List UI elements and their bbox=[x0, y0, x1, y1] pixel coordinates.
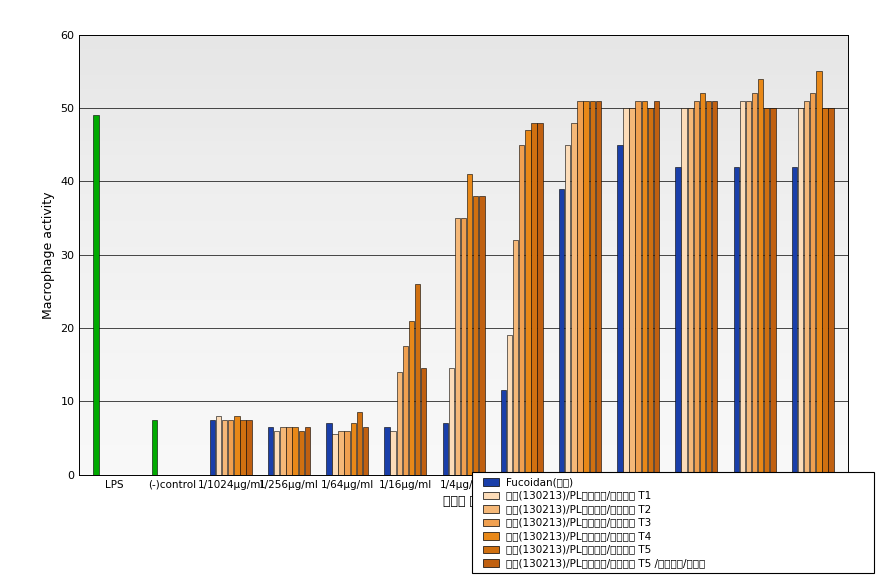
Bar bbox=[623, 108, 629, 475]
Bar bbox=[384, 427, 389, 475]
Bar bbox=[577, 101, 583, 475]
Bar bbox=[461, 218, 466, 475]
Bar bbox=[764, 108, 769, 475]
Bar bbox=[479, 196, 485, 475]
Bar bbox=[648, 108, 653, 475]
Bar bbox=[467, 174, 472, 475]
Bar bbox=[525, 130, 531, 475]
Text: 강황(130213)/PL균사발효/배양시간 T4: 강황(130213)/PL균사발효/배양시간 T4 bbox=[506, 531, 651, 541]
Bar bbox=[712, 101, 717, 475]
Bar bbox=[501, 390, 506, 475]
Bar bbox=[538, 123, 543, 475]
Bar bbox=[268, 427, 274, 475]
Text: 강황(130213)/PL균사발효/배양시간 T5 /효소처리/열처리: 강황(130213)/PL균사발효/배양시간 T5 /효소처리/열처리 bbox=[506, 558, 706, 568]
Bar bbox=[571, 123, 577, 475]
Bar bbox=[636, 101, 641, 475]
Bar bbox=[338, 431, 343, 475]
Bar bbox=[409, 321, 414, 475]
X-axis label: 고형분 농도: 고형분 농도 bbox=[443, 495, 484, 508]
Bar bbox=[746, 101, 751, 475]
Text: 강황(130213)/PL균사발효/배양시간 T5: 강황(130213)/PL균사발효/배양시간 T5 bbox=[506, 545, 651, 555]
Bar bbox=[344, 431, 350, 475]
Bar bbox=[363, 427, 368, 475]
Bar bbox=[804, 101, 810, 475]
Bar bbox=[584, 101, 589, 475]
Bar bbox=[210, 420, 215, 475]
Bar bbox=[792, 167, 797, 475]
Bar bbox=[559, 189, 564, 475]
Bar bbox=[653, 101, 660, 475]
Bar bbox=[442, 423, 448, 475]
Bar bbox=[507, 335, 512, 475]
Bar bbox=[280, 427, 285, 475]
Bar bbox=[415, 284, 420, 475]
Bar bbox=[234, 416, 239, 475]
Bar bbox=[770, 108, 775, 475]
Bar bbox=[688, 108, 693, 475]
Bar bbox=[752, 93, 758, 475]
Bar bbox=[758, 79, 764, 475]
Bar bbox=[675, 167, 681, 475]
Bar bbox=[706, 101, 712, 475]
Bar bbox=[513, 240, 518, 475]
Bar bbox=[682, 108, 687, 475]
Bar bbox=[822, 108, 827, 475]
Bar bbox=[421, 368, 426, 475]
Bar bbox=[403, 346, 408, 475]
Bar bbox=[740, 101, 745, 475]
Bar bbox=[590, 101, 595, 475]
Bar bbox=[292, 427, 298, 475]
Bar bbox=[532, 123, 537, 475]
Bar bbox=[305, 427, 310, 475]
Bar bbox=[94, 115, 99, 475]
Text: 강황(130213)/PL균사발효/배양시간 T1: 강황(130213)/PL균사발효/배양시간 T1 bbox=[506, 490, 651, 500]
Bar bbox=[734, 167, 739, 475]
Bar bbox=[449, 368, 454, 475]
Bar bbox=[286, 427, 291, 475]
Text: 강황(130213)/PL균사발효/배양시간 T3: 강황(130213)/PL균사발효/배양시간 T3 bbox=[506, 518, 651, 527]
Bar bbox=[222, 420, 227, 475]
Y-axis label: Macrophage activity: Macrophage activity bbox=[42, 191, 55, 318]
Bar bbox=[215, 416, 222, 475]
Bar bbox=[700, 93, 706, 475]
Bar bbox=[630, 108, 635, 475]
Bar bbox=[240, 420, 245, 475]
Bar bbox=[565, 145, 570, 475]
Bar bbox=[351, 423, 356, 475]
Bar bbox=[390, 431, 396, 475]
Text: 강황(130213)/PL균사발효/배양시간 T2: 강황(130213)/PL균사발효/배양시간 T2 bbox=[506, 504, 651, 514]
Bar bbox=[326, 423, 331, 475]
Bar bbox=[332, 434, 337, 475]
Bar bbox=[298, 431, 304, 475]
Bar bbox=[617, 145, 623, 475]
Bar bbox=[152, 420, 157, 475]
Bar bbox=[473, 196, 479, 475]
Bar bbox=[228, 420, 233, 475]
Bar bbox=[455, 218, 460, 475]
Bar bbox=[246, 420, 252, 475]
Bar bbox=[642, 101, 647, 475]
Text: Fucoidan(해원): Fucoidan(해원) bbox=[506, 477, 573, 487]
Bar bbox=[274, 431, 279, 475]
Bar bbox=[810, 93, 815, 475]
Bar bbox=[798, 108, 804, 475]
Bar bbox=[396, 372, 402, 475]
Bar bbox=[694, 101, 699, 475]
Bar bbox=[357, 412, 362, 475]
Bar bbox=[816, 71, 821, 475]
Bar bbox=[828, 108, 834, 475]
Bar bbox=[519, 145, 525, 475]
Bar bbox=[596, 101, 601, 475]
